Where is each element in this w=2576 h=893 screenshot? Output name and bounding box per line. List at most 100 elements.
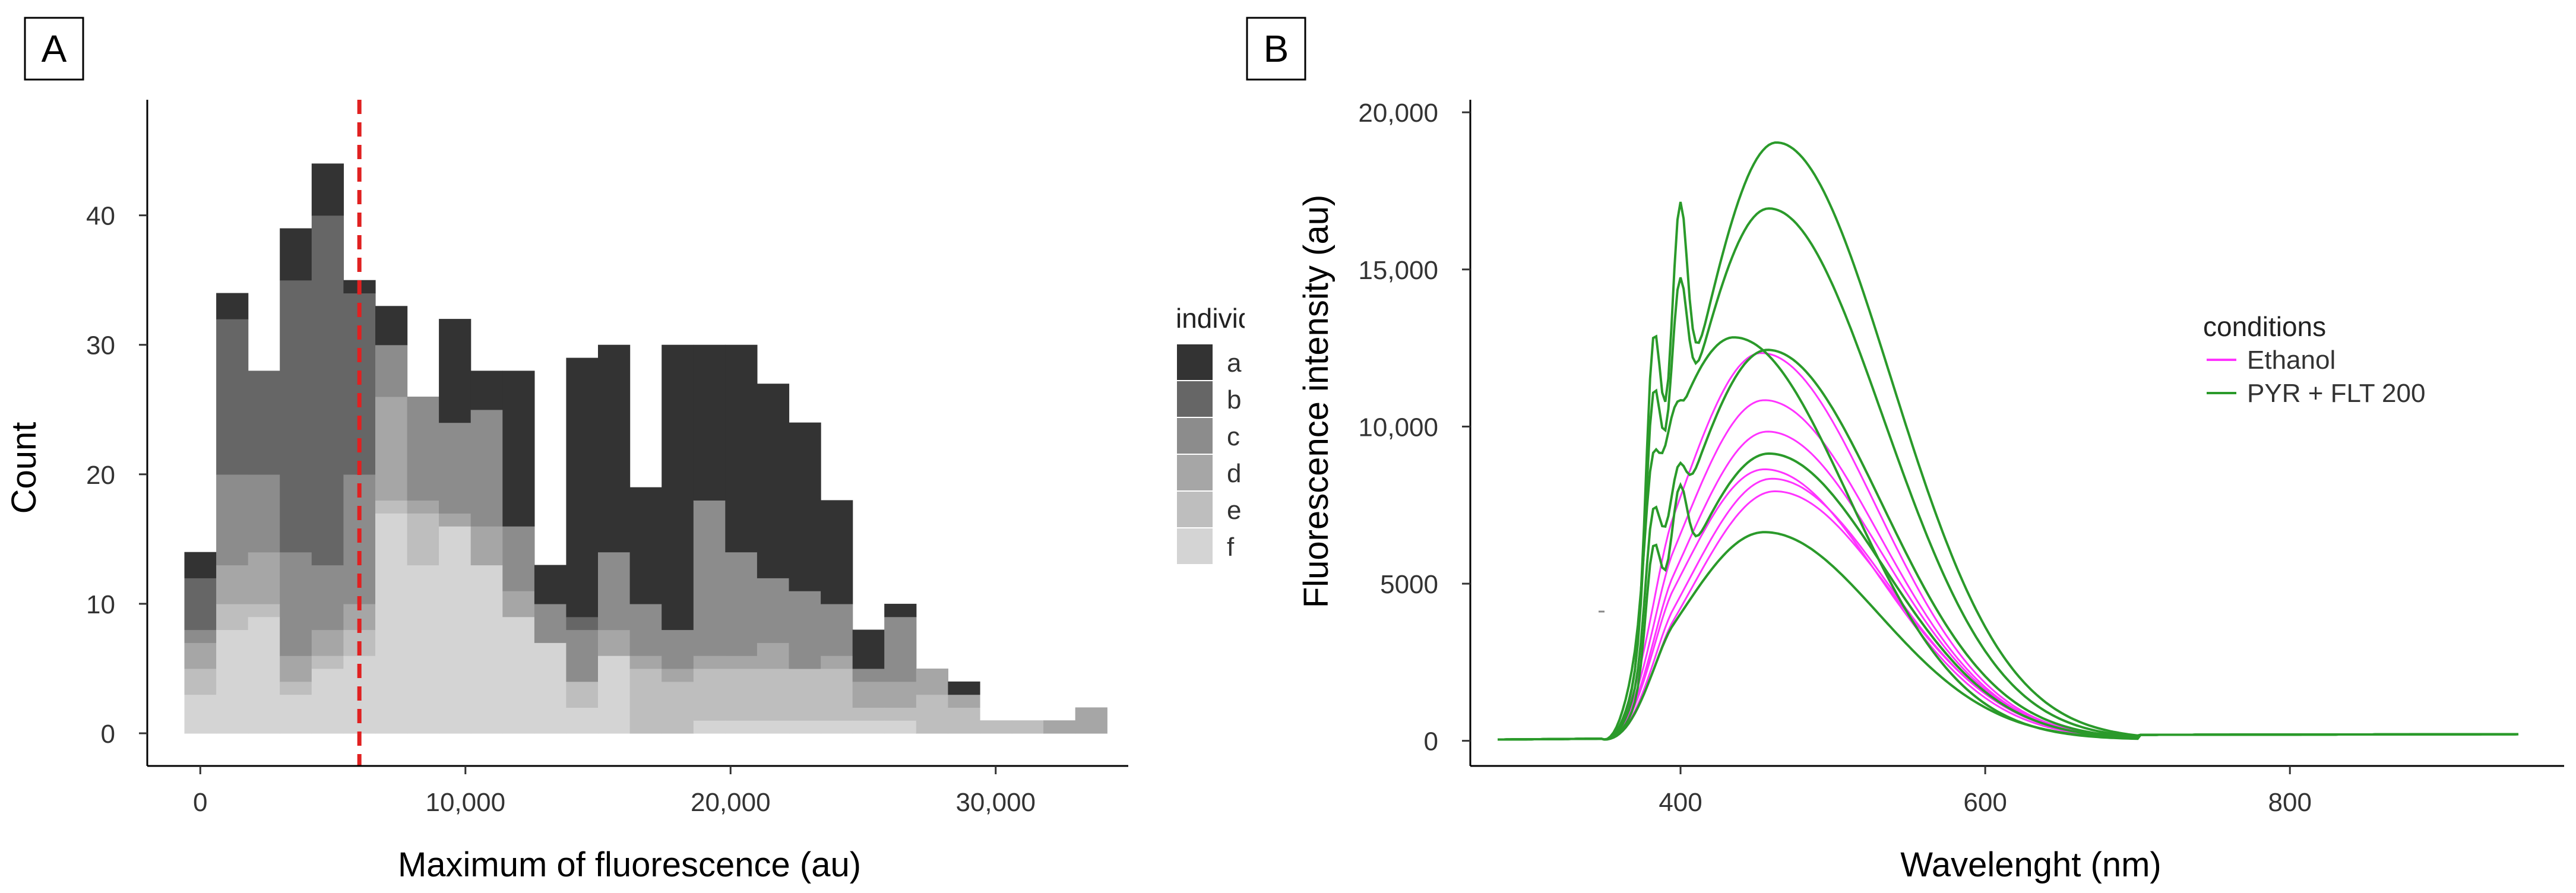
histogram-bar-segment (884, 603, 917, 618)
x-tick-label: 20,000 (691, 788, 771, 817)
legend-title: individual (1176, 303, 1245, 334)
histogram-bar-segment (693, 656, 726, 669)
histogram-bar-segment (566, 616, 599, 631)
histogram-bar-segment (502, 616, 535, 734)
histogram-bar-segment (821, 669, 853, 721)
histogram-bar-segment (216, 565, 249, 604)
histogram-bar-segment (375, 397, 408, 501)
legend-swatch (1177, 344, 1213, 380)
histogram-bar-segment (248, 370, 280, 475)
histogram-bar-segment (502, 370, 535, 527)
histogram-bar-segment (407, 565, 439, 734)
histogram-bar-segment (566, 707, 599, 734)
histogram-bar-segment (216, 293, 249, 319)
y-tick-label: 0 (101, 720, 115, 749)
x-axis-title: Maximum of fluorescence (au) (398, 846, 861, 884)
x-tick-label: 600 (1963, 788, 2007, 817)
y-tick-label: 15,000 (1358, 256, 1438, 285)
x-axis-ticks: 400 600 800 (1659, 766, 2312, 817)
x-axis-title: Wavelenght (nm) (1900, 846, 2161, 884)
histogram-bar-segment (916, 694, 948, 734)
histogram-bar-segment (407, 500, 439, 514)
histogram-bar-segment (470, 409, 503, 527)
histogram-bar-segment (821, 603, 853, 656)
x-axis-ticks: 0 10,000 20,000 30,000 (193, 766, 1036, 817)
histogram-bar-segment (502, 526, 535, 591)
histogram-bar-segment (248, 474, 280, 553)
panel-a-histogram: A 0 10,000 20,000 30,000 0 10 20 30 40 Count Ma… (5, 17, 1245, 884)
histogram-bar-segment (1043, 720, 1076, 734)
spectrum-ethanol-line (1498, 430, 2519, 741)
y-tick-label: 0 (1424, 727, 1438, 756)
histogram-bar-segment (470, 565, 503, 734)
histogram-bar-segment (598, 629, 631, 656)
histogram-bar-segment (725, 344, 758, 553)
histogram-bar-segment (598, 552, 631, 631)
histogram-bar-segment (598, 344, 631, 553)
legend-label: d (1227, 459, 1241, 488)
histogram-bar-segment (629, 603, 662, 656)
histogram-bar-segment (375, 500, 408, 514)
histogram-bar-segment (311, 215, 344, 566)
histogram-bar-segment (534, 642, 567, 734)
y-tick-label: 5000 (1380, 570, 1438, 599)
legend-label: a (1227, 349, 1242, 378)
histogram-bar-segment (757, 720, 790, 734)
histogram-bar-segment (311, 565, 344, 631)
histogram-bar-segment (375, 306, 408, 346)
histogram-bar-segment (375, 344, 408, 397)
spectra-lines (1498, 141, 2519, 741)
histogram-bar-segment (789, 422, 821, 591)
histogram-bar-segment (662, 681, 694, 734)
histogram-bar-segment (852, 681, 885, 708)
histogram-bar-segment (502, 591, 535, 618)
legend-title: conditions (2203, 311, 2326, 342)
histogram-bar-segment (662, 344, 694, 631)
histogram-bar-segment (184, 669, 217, 695)
histogram-bar-segment (311, 656, 344, 669)
histogram-bar-segment (725, 552, 758, 656)
histogram-bar-segment (916, 669, 948, 695)
histogram-bar-segment (757, 384, 790, 578)
histogram-bar-segment (375, 513, 408, 734)
histogram-bar-segment (184, 578, 217, 631)
histogram-bar-segment (470, 370, 503, 410)
histogram-bar-segment (693, 500, 726, 656)
histogram-bar-segment (693, 669, 726, 721)
histogram-bar-segment (725, 669, 758, 721)
x-tick-label: 400 (1659, 788, 1702, 817)
histogram-bar-segment (216, 629, 249, 734)
histogram-bar-segment (280, 280, 312, 553)
y-axis-ticks: 0 10 20 30 40 (86, 202, 147, 749)
legend-label: c (1227, 422, 1240, 451)
histogram-bar-segment (534, 603, 567, 643)
histogram-bar-segment (725, 720, 758, 734)
histogram-bar-segment (280, 681, 312, 695)
histogram-bar-segment (1011, 720, 1044, 734)
legend-label: b (1227, 385, 1241, 414)
legend-label: e (1227, 496, 1241, 525)
histogram-bar-segment (280, 228, 312, 281)
y-tick-label: 10,000 (1358, 413, 1438, 442)
histogram-bar-segment (311, 669, 344, 734)
panel-b-label-box (1246, 17, 1306, 81)
histogram-bar-segment (439, 513, 471, 527)
legend-swatch (1177, 418, 1213, 454)
histogram-bar-segment (884, 616, 917, 682)
histogram-bar-segment (789, 669, 821, 721)
histogram-bar-segment (566, 681, 599, 708)
histogram-bar-segment (280, 552, 312, 656)
histogram-bar-segment (311, 163, 344, 216)
y-tick-label: 10 (86, 590, 115, 619)
histogram-bar-segment (407, 397, 439, 501)
histogram-bar-segment (248, 616, 280, 734)
histogram-bar-segment (629, 669, 662, 734)
histogram-bar-segment (884, 707, 917, 721)
histogram-bar-segment (789, 720, 821, 734)
panel-a-label: A (42, 27, 67, 70)
histogram-bar-segment (439, 526, 471, 734)
histogram-bar-segment (248, 603, 280, 618)
histogram-bar-segment (852, 669, 885, 682)
histogram-bar-segment (662, 669, 694, 682)
spectrum-ethanol-line (1498, 399, 2519, 741)
